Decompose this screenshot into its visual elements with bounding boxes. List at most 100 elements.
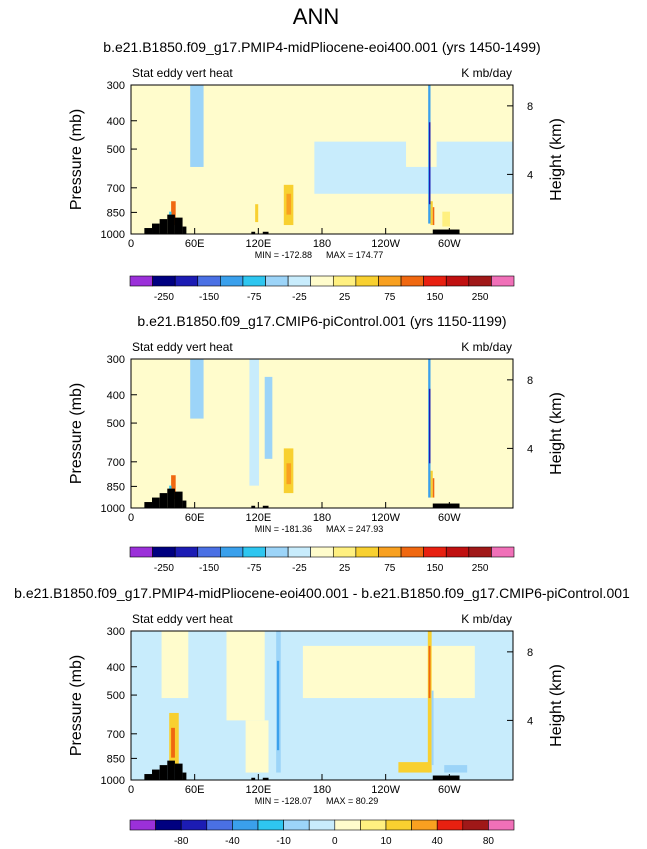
max-label: MAX = 247.93 — [326, 524, 383, 534]
land-mask — [262, 777, 269, 780]
x-tick-label: 180 — [313, 784, 331, 796]
x-tick-label: 60E — [185, 784, 205, 796]
min-label: MIN = -172.88 — [255, 250, 312, 260]
colorbar-box — [423, 546, 447, 558]
y-axis-label: Pressure (mb) — [68, 109, 85, 210]
y-tick-label: 850 — [107, 753, 125, 765]
panel-title: b.e21.B1850.f09_g17.CMIP6-piControl.001 … — [137, 313, 506, 329]
field-contour — [245, 720, 269, 773]
land-mask — [167, 214, 175, 234]
y-tick-label: 1000 — [101, 503, 125, 515]
x-tick-label: 180 — [313, 512, 331, 524]
colorbar-box — [232, 819, 259, 831]
x-tick-label: 60W — [438, 784, 461, 796]
colorbar-box — [332, 546, 357, 558]
x-tick-label: 120W — [371, 784, 400, 796]
units-label: K mb/day — [461, 340, 512, 354]
land-mask — [159, 493, 168, 508]
colorbar-label: -150 — [199, 292, 219, 303]
land-mask — [432, 229, 460, 234]
colorbar-box — [468, 546, 492, 558]
colorbar-box — [152, 275, 176, 287]
colorbar-box — [308, 819, 336, 831]
colorbar-box — [242, 546, 266, 558]
land-mask — [432, 503, 460, 508]
colorbar-box — [283, 819, 310, 831]
panels: b.e21.B1850.f09_g17.PMIP4-midPliocene-eo… — [14, 39, 630, 847]
land-mask — [152, 497, 160, 508]
field-contour — [432, 207, 435, 226]
field-contour — [286, 193, 292, 215]
colorbar-label: 150 — [427, 292, 444, 303]
colorbar-label: 250 — [472, 563, 489, 574]
y-tick-label: 700 — [107, 729, 125, 741]
colorbar-box — [152, 546, 176, 558]
y-tick-label: 300 — [107, 626, 125, 638]
colorbar-box — [445, 546, 470, 558]
field-contour — [255, 204, 259, 223]
land-mask — [152, 769, 160, 780]
colorbar-box — [378, 275, 402, 287]
x-tick-label: 120E — [245, 784, 271, 796]
max-label: MAX = 80.29 — [326, 796, 378, 806]
field-contour — [428, 388, 431, 464]
colorbar-label: -150 — [199, 563, 219, 574]
colorbar-label: -25 — [292, 563, 307, 574]
colorbar-label: 40 — [432, 836, 444, 844]
land-mask — [144, 502, 153, 508]
y-tick-label: 850 — [107, 481, 125, 493]
land-mask — [174, 217, 183, 234]
field-contour — [276, 660, 280, 751]
field-contour — [190, 85, 204, 167]
land-mask — [262, 231, 269, 234]
x-tick-label: 0 — [128, 238, 134, 250]
min-label: MIN = -181.36 — [255, 524, 312, 534]
y-tick-label: 1000 — [101, 775, 125, 787]
colorbar-box — [355, 275, 379, 287]
land-mask — [432, 775, 460, 780]
field-contour — [430, 201, 433, 226]
field-contour — [406, 129, 437, 167]
field-contour — [398, 762, 429, 773]
colorbar-label: 75 — [384, 292, 396, 303]
colorbar-box — [220, 275, 244, 287]
colorbar-box — [180, 819, 208, 831]
land-mask — [167, 760, 175, 780]
land-mask — [182, 772, 187, 780]
land-mask — [251, 231, 256, 234]
y2-tick-label: 8 — [527, 647, 533, 659]
land-mask — [144, 774, 153, 780]
colorbar-box — [155, 819, 182, 831]
colorbar-label: -80 — [174, 836, 189, 844]
y-tick-label: 850 — [107, 207, 125, 219]
colorbar-box — [197, 275, 221, 287]
colorbar-label: 25 — [339, 563, 351, 574]
y2-tick-label: 4 — [527, 443, 533, 455]
y-tick-label: 700 — [107, 183, 125, 195]
colorbar-box — [378, 546, 402, 558]
land-mask — [144, 228, 153, 234]
colorbar-label: -75 — [247, 292, 262, 303]
variable-label: Stat eddy vert heat — [132, 612, 233, 626]
colorbar-label: 75 — [384, 563, 396, 574]
colorbar-label: -10 — [276, 836, 291, 844]
colorbar-box — [174, 275, 199, 287]
field-contour — [430, 470, 433, 498]
field-contour — [171, 201, 176, 226]
colorbar-label: -75 — [247, 563, 262, 574]
page-title: ANN — [293, 4, 339, 29]
panel-2: b.e21.B1850.f09_g17.CMIP6-piControl.001 … — [68, 313, 565, 574]
y2-axis-label: Height (km) — [548, 664, 565, 747]
colorbar-box — [355, 546, 379, 558]
panel-3: b.e21.B1850.f09_g17.PMIP4-midPliocene-eo… — [14, 585, 630, 847]
field-contour — [226, 631, 265, 721]
y2-axis-label: Height (km) — [548, 118, 565, 201]
x-tick-label: 0 — [128, 512, 134, 524]
land-mask — [182, 226, 187, 234]
y-axis-label: Pressure (mb) — [68, 383, 85, 484]
land-mask — [182, 500, 187, 508]
land-mask — [251, 505, 256, 508]
y-tick-label: 400 — [107, 662, 125, 674]
units-label: K mb/day — [461, 612, 512, 626]
field-contour — [190, 359, 204, 419]
